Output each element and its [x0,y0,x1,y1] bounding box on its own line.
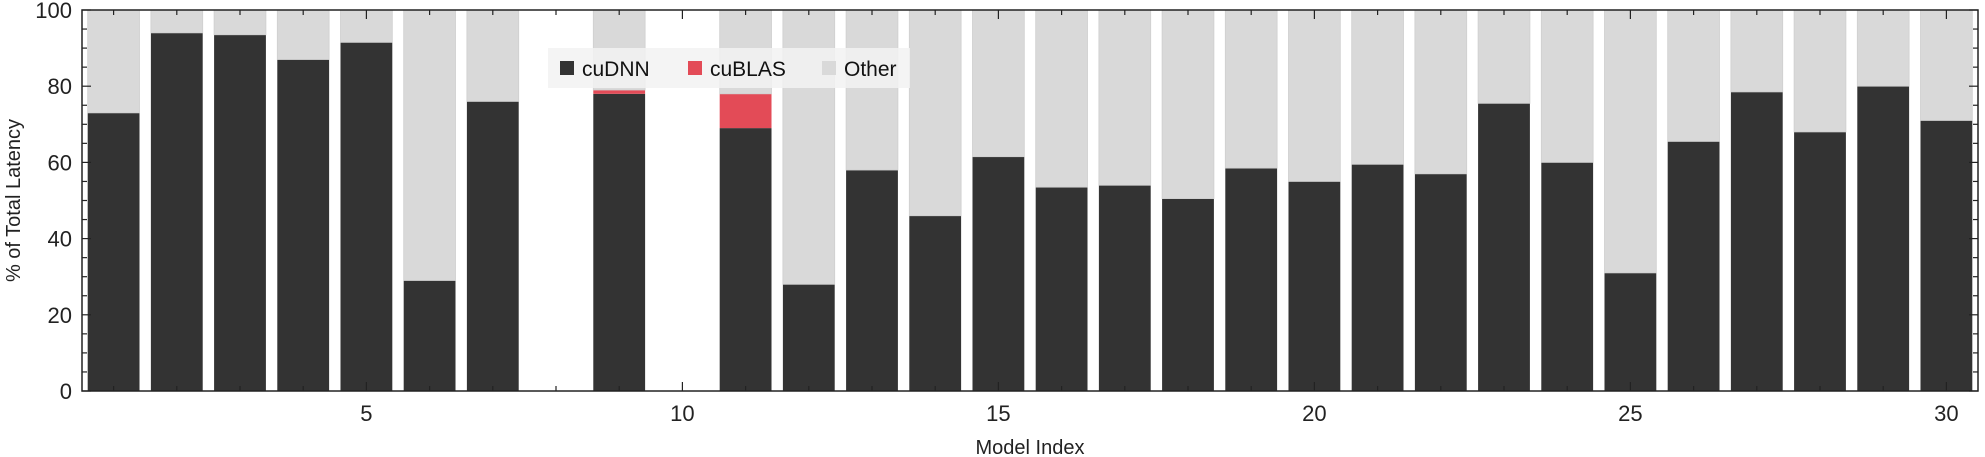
bar-cudnn-26 [1667,141,1720,391]
x-tick-label: 20 [1302,401,1326,426]
bar-other-23 [1477,9,1531,104]
y-tick-label: 60 [48,150,72,175]
bar-other-29 [1856,9,1910,87]
bar-other-18 [1161,9,1215,199]
legend-label-other: Other [844,58,897,81]
y-axis-title: % of Total Latency [3,119,25,282]
bar-cudnn-3 [214,34,266,391]
bar-cublas-9 [593,90,646,94]
bar-other-21 [1351,9,1404,165]
bar-other-17 [1098,9,1152,186]
bar-other-13 [845,9,899,171]
x-axis-title: Model Index [976,437,1085,457]
x-tick-label: 25 [1618,401,1642,426]
bar-cudnn-12 [782,284,835,391]
bar-cublas-11 [719,93,772,129]
bar-other-28 [1793,9,1847,133]
bar-other-22 [1414,9,1468,175]
bar-cudnn-28 [1794,131,1846,392]
bar-other-15 [972,9,1025,158]
bar-cudnn-20 [1288,181,1341,391]
y-tick-label: 80 [48,74,72,99]
legend-swatch-other [822,61,836,75]
bar-cudnn-1 [87,112,140,392]
legend-label-cublas: cuBLAS [710,58,786,81]
bar-other-20 [1288,9,1341,182]
bar-other-7 [466,9,520,102]
legend-swatch-cudnn [560,61,574,75]
x-tick-label: 30 [1934,401,1958,426]
bar-cudnn-23 [1478,103,1530,391]
x-tick-label: 5 [360,401,372,426]
bar-other-19 [1224,9,1278,169]
bar-cudnn-6 [403,280,456,391]
bar-cudnn-5 [340,42,393,391]
bar-other-1 [87,9,140,114]
legend-background [548,48,910,88]
bar-cudnn-4 [277,59,330,391]
bar-other-16 [1035,9,1088,188]
bar-cudnn-18 [1162,198,1214,391]
bar-cudnn-19 [1225,168,1278,391]
bar-cudnn-7 [466,101,519,391]
bar-other-4 [276,9,330,60]
bar-other-26 [1667,9,1720,142]
bar-cudnn-15 [972,156,1025,391]
y-tick-label: 100 [35,0,72,23]
legend-label-cudnn: cuDNN [582,58,650,81]
bar-other-27 [1730,9,1784,93]
bar-other-24 [1540,9,1594,163]
legend: cuDNN cuBLAS Other [548,48,910,88]
bar-cudnn-11 [719,128,772,392]
bar-cudnn-25 [1604,272,1657,391]
bar-other-25 [1604,9,1657,274]
y-tick-label: 0 [60,379,72,404]
bar-other-14 [908,9,962,217]
y-tick-label: 40 [48,227,72,252]
bar-cudnn-17 [1098,185,1151,391]
bar-cudnn-14 [909,215,962,391]
bar-cudnn-27 [1730,91,1783,391]
bar-cudnn-2 [150,32,203,392]
x-tick-label: 15 [986,401,1010,426]
bar-cudnn-29 [1857,86,1910,391]
bar-cudnn-16 [1035,187,1088,391]
bar-cudnn-13 [846,170,898,391]
x-tick-label: 10 [670,401,694,426]
bar-other-6 [403,9,456,281]
ticks-layer: 0 20 40 60 80 100 5 10 15 20 25 30 [35,0,1978,426]
bar-cudnn-9 [593,93,646,391]
bars-layer [87,9,1973,392]
bar-cudnn-22 [1414,173,1467,391]
legend-swatch-cublas [688,61,702,75]
bar-other-30 [1920,9,1973,121]
y-tick-label: 20 [48,303,72,328]
bar-cudnn-24 [1541,162,1594,391]
bar-cudnn-21 [1351,164,1404,391]
bar-cudnn-30 [1920,120,1973,392]
